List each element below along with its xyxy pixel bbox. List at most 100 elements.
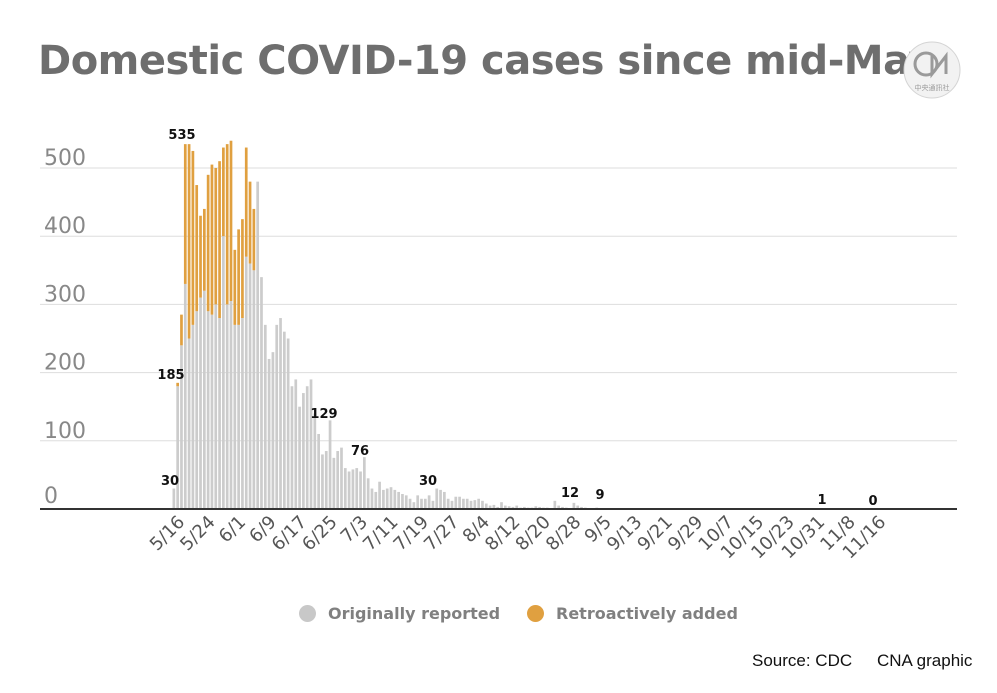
bar-originally-reported (355, 468, 359, 509)
x-tick-label: 5/24 (176, 512, 219, 555)
bar-retroactively-added (218, 161, 221, 319)
bar-originally-reported (473, 500, 477, 509)
bar-originally-reported (492, 504, 496, 509)
bar-originally-reported (465, 498, 469, 509)
bar-originally-reported (359, 471, 362, 509)
svg-text:中央通訊社: 中央通訊社 (915, 83, 950, 92)
bar-retroactively-added (244, 147, 248, 257)
bar-originally-reported (561, 506, 564, 509)
source-note: Source: CDC (752, 651, 853, 670)
bar-originally-reported (206, 311, 210, 509)
data-label: 30 (419, 474, 437, 489)
bar-originally-reported (363, 457, 366, 509)
bar-originally-reported (557, 505, 561, 509)
bar-originally-reported (427, 495, 431, 509)
credit-note: CNA graphic (877, 651, 973, 670)
bar-originally-reported (507, 506, 511, 509)
y-tick-label: 100 (44, 419, 86, 444)
bar-originally-reported (450, 500, 454, 509)
bar-retroactively-added (225, 144, 229, 305)
bar-originally-reported (290, 386, 294, 509)
bar-originally-reported (553, 500, 557, 509)
bar-originally-reported (538, 506, 541, 509)
bar-retroactively-added (202, 208, 206, 291)
bar-originally-reported (279, 318, 282, 509)
bar-originally-reported (275, 324, 279, 509)
bar-originally-reported (374, 491, 378, 509)
bar-originally-reported (202, 290, 206, 509)
bar-originally-reported (572, 502, 576, 509)
data-label: 76 (351, 444, 369, 459)
bar-originally-reported (328, 420, 332, 509)
y-tick-label: 200 (44, 351, 86, 376)
chart-title: Domestic COVID-19 cases since mid-May (38, 38, 934, 84)
bar-originally-reported (222, 236, 225, 509)
bar-originally-reported (576, 505, 580, 509)
bar-originally-reported (233, 324, 237, 509)
bar-retroactively-added (233, 249, 237, 325)
data-label: 12 (561, 486, 579, 501)
bar-originally-reported (439, 489, 442, 509)
bar-retroactively-added (176, 382, 180, 387)
y-tick-label: 0 (44, 484, 58, 509)
bar-retroactively-added (248, 181, 252, 264)
legend-item-originally-reported: Originally reported (299, 604, 500, 623)
bar-retroactively-added (187, 144, 191, 339)
bar-originally-reported (199, 297, 202, 509)
bar-retroactively-added (210, 164, 214, 315)
bar-originally-reported (469, 500, 473, 509)
bar-originally-reported (347, 471, 351, 509)
bar-originally-reported (500, 502, 503, 509)
bar-retroactively-added (214, 168, 218, 305)
bar-originally-reported (351, 469, 355, 509)
bar-originally-reported (477, 498, 480, 509)
bar-originally-reported (195, 311, 199, 509)
bar-originally-reported (343, 468, 347, 509)
bar-retroactively-added (222, 147, 225, 237)
bar-originally-reported (404, 495, 408, 509)
bar-originally-reported (260, 277, 263, 509)
bar-originally-reported (176, 386, 180, 509)
data-label: 0 (868, 494, 877, 509)
bar-originally-reported (423, 498, 427, 509)
bar-retroactively-added (199, 215, 202, 298)
bar-originally-reported (172, 488, 176, 509)
bar-originally-reported (458, 496, 461, 509)
bar-originally-reported (183, 283, 187, 509)
data-label: 535 (168, 128, 195, 143)
y-tick-label: 400 (44, 214, 86, 239)
bar-retroactively-added (252, 208, 256, 271)
bar-originally-reported (267, 358, 271, 509)
y-tick-label: 500 (44, 146, 86, 171)
bar-originally-reported (294, 379, 298, 509)
x-tick-label: 6/1 (215, 512, 250, 547)
bar-originally-reported (408, 498, 412, 509)
data-label: 185 (157, 368, 184, 383)
bar-originally-reported (248, 263, 252, 509)
bar-originally-reported (309, 379, 313, 509)
bar-originally-reported (370, 488, 374, 509)
data-label: 9 (595, 488, 604, 503)
legend-swatch-original (299, 605, 316, 622)
bar-originally-reported (210, 314, 214, 509)
x-tick-label: 8/28 (542, 512, 585, 555)
bar-originally-reported (515, 505, 519, 509)
bar-originally-reported (305, 386, 309, 509)
bar-originally-reported (271, 352, 275, 509)
bar-originally-reported (462, 498, 465, 509)
bar-originally-reported (416, 495, 420, 509)
legend-swatch-retro (527, 605, 544, 622)
bar-originally-reported (180, 345, 183, 509)
bar-originally-reported (229, 300, 233, 509)
legend-label-original: Originally reported (328, 604, 501, 623)
bar-originally-reported (382, 489, 385, 509)
bar-retroactively-added (180, 314, 183, 346)
bar-originally-reported (385, 488, 389, 509)
bar-originally-reported (336, 451, 340, 509)
bar-originally-reported (503, 505, 507, 509)
x-tick-label: 6/25 (298, 512, 341, 555)
bar-retroactively-added (195, 185, 199, 312)
data-label: 30 (161, 474, 179, 489)
bar-originally-reported (488, 505, 492, 509)
